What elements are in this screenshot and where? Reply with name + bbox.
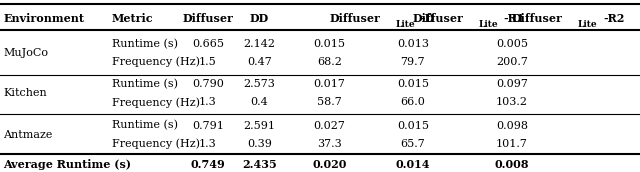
- Text: 2.142: 2.142: [243, 39, 275, 49]
- Text: 58.7: 58.7: [317, 97, 342, 107]
- Text: 0.098: 0.098: [496, 121, 528, 131]
- Text: 1.5: 1.5: [199, 57, 217, 67]
- Text: 37.3: 37.3: [317, 139, 342, 149]
- Text: 0.39: 0.39: [247, 139, 271, 149]
- Text: Kitchen: Kitchen: [3, 88, 47, 98]
- Text: Runtime (s): Runtime (s): [112, 79, 178, 89]
- Text: Lite: Lite: [396, 20, 415, 29]
- Text: 0.749: 0.749: [191, 159, 225, 170]
- Text: 2.573: 2.573: [243, 79, 275, 89]
- Text: 0.008: 0.008: [495, 159, 529, 170]
- Text: Runtime (s): Runtime (s): [112, 39, 178, 49]
- Text: 79.7: 79.7: [401, 57, 425, 67]
- Text: 0.013: 0.013: [397, 39, 429, 49]
- Text: 0.027: 0.027: [314, 121, 346, 131]
- Text: Lite: Lite: [479, 20, 498, 29]
- Text: Average Runtime (s): Average Runtime (s): [3, 159, 131, 170]
- Text: 101.7: 101.7: [496, 139, 528, 149]
- Text: 0.015: 0.015: [397, 79, 429, 89]
- Text: Antmaze: Antmaze: [3, 130, 52, 140]
- Text: Runtime (s): Runtime (s): [112, 120, 178, 131]
- Text: -R2: -R2: [603, 13, 625, 24]
- Text: Environment: Environment: [3, 13, 84, 24]
- Text: 0.015: 0.015: [314, 39, 346, 49]
- Text: Frequency (Hz): Frequency (Hz): [112, 138, 200, 149]
- Text: 0.790: 0.790: [192, 79, 224, 89]
- Text: 0.005: 0.005: [496, 39, 528, 49]
- Text: -D: -D: [420, 13, 435, 24]
- Text: Diffuser: Diffuser: [182, 13, 234, 24]
- Text: 0.020: 0.020: [312, 159, 347, 170]
- Text: 2.435: 2.435: [242, 159, 276, 170]
- Text: 1.3: 1.3: [199, 139, 217, 149]
- Text: 0.665: 0.665: [192, 39, 224, 49]
- Text: 66.0: 66.0: [401, 97, 425, 107]
- Text: Frequency (Hz): Frequency (Hz): [112, 57, 200, 67]
- Text: 68.2: 68.2: [317, 57, 342, 67]
- Text: -R1: -R1: [504, 13, 525, 24]
- Text: 2.591: 2.591: [243, 121, 275, 131]
- Text: 0.014: 0.014: [396, 159, 430, 170]
- Text: Lite: Lite: [578, 20, 597, 29]
- Text: 0.4: 0.4: [250, 97, 268, 107]
- Text: 200.7: 200.7: [496, 57, 528, 67]
- Text: DD: DD: [250, 13, 269, 24]
- Text: 65.7: 65.7: [401, 139, 425, 149]
- Text: MuJoCo: MuJoCo: [3, 48, 48, 58]
- Text: 0.791: 0.791: [192, 121, 224, 131]
- Text: 0.015: 0.015: [397, 121, 429, 131]
- Text: Frequency (Hz): Frequency (Hz): [112, 97, 200, 108]
- Text: Diffuser: Diffuser: [512, 13, 563, 24]
- Text: 103.2: 103.2: [496, 97, 528, 107]
- Text: Diffuser: Diffuser: [330, 13, 380, 24]
- Text: 0.097: 0.097: [496, 79, 528, 89]
- Text: Diffuser: Diffuser: [413, 13, 463, 24]
- Text: 0.017: 0.017: [314, 79, 346, 89]
- Text: 1.3: 1.3: [199, 97, 217, 107]
- Text: 0.47: 0.47: [247, 57, 271, 67]
- Text: Metric: Metric: [112, 13, 154, 24]
